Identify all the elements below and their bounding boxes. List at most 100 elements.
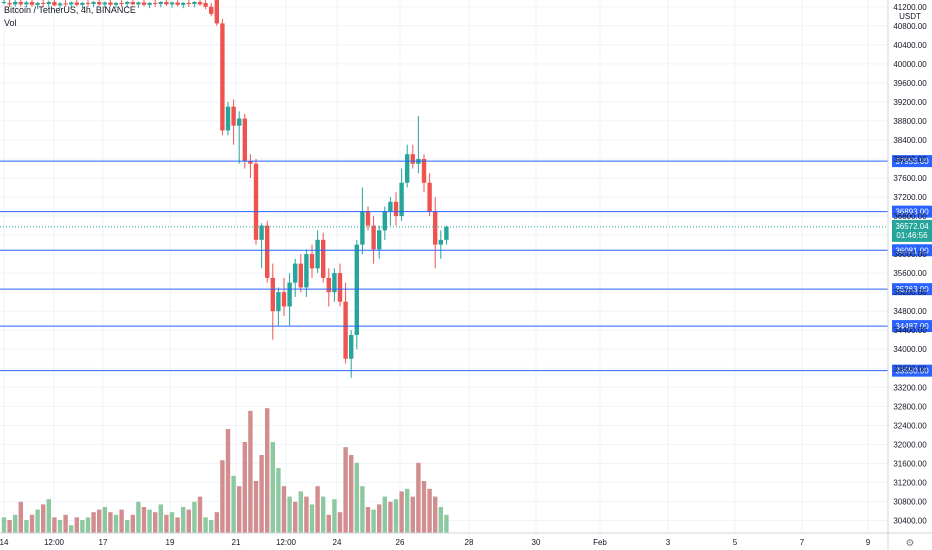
candle-body[interactable] [220,23,225,131]
candle-body[interactable] [85,2,91,4]
price-axis-tick: 38000.00 [893,155,927,164]
candle-body[interactable] [108,2,113,5]
candle-body[interactable] [410,154,415,164]
candle-body[interactable] [231,106,236,126]
price-axis-tick: 33200.00 [893,383,927,392]
candle-body[interactable] [130,2,135,5]
candle-body[interactable] [102,2,107,5]
candle-body[interactable] [293,263,298,283]
candle-body[interactable] [209,6,214,14]
price-axis-tick: 31600.00 [893,459,927,468]
volume-bar [147,509,152,533]
candle-body[interactable] [119,2,124,4]
volume-bar [91,512,96,533]
volume-bar [433,496,438,533]
candle-body[interactable] [265,225,270,278]
currency-label: USDT [899,12,921,21]
candle-body[interactable] [225,106,231,131]
candle-body[interactable] [181,2,186,5]
level-price-label: 37955.00 [895,157,929,166]
candle-body[interactable] [365,211,371,226]
candle-body[interactable] [13,2,18,5]
price-axis-tick: 41200.00 [893,3,927,12]
candle-body[interactable] [141,2,147,5]
candle-body[interactable] [175,2,180,5]
candle-body[interactable] [438,239,443,245]
candle-body[interactable] [427,182,432,212]
candle-body[interactable] [57,3,63,6]
candle-body[interactable] [35,2,40,5]
candle-body[interactable] [270,277,275,312]
candle-body[interactable] [388,201,393,212]
candle-body[interactable] [80,2,85,5]
candle-body[interactable] [237,118,242,126]
candle-body[interactable] [298,263,303,288]
candle-body[interactable] [97,2,102,5]
candle-body[interactable] [197,2,203,5]
candle-body[interactable] [405,154,410,183]
candle-body[interactable] [74,2,79,5]
candle-body[interactable] [29,2,35,5]
candle-body[interactable] [377,230,382,250]
candle-body[interactable] [309,254,315,269]
candle-body[interactable] [259,225,264,240]
candle-body[interactable] [248,161,253,164]
candle-body[interactable] [360,211,365,245]
candle-body[interactable] [321,239,326,278]
candle-body[interactable] [332,273,337,293]
candle-body[interactable] [326,277,331,293]
volume-bar [69,525,74,533]
candle-body[interactable] [1,2,7,3]
candle-body[interactable] [382,211,387,231]
candle-body[interactable] [444,226,449,240]
candle-body[interactable] [304,254,309,288]
price-axis-tick: 34000.00 [893,345,927,354]
candle-body[interactable] [24,2,29,5]
candle-body[interactable] [91,2,96,4]
candle-body[interactable] [125,2,130,4]
candle-body[interactable] [69,2,74,5]
candle-body[interactable] [315,239,320,269]
candle-body[interactable] [371,225,376,250]
candle-body[interactable] [393,201,399,217]
candle-body[interactable] [7,2,12,5]
candle-body[interactable] [113,2,119,5]
candle-body[interactable] [337,273,343,302]
candle-body[interactable] [186,2,191,4]
candle-body[interactable] [136,2,141,5]
candle-body[interactable] [203,2,208,7]
price-axis-tick: 38400.00 [893,136,927,145]
volume-bar [119,509,124,533]
candle-body[interactable] [41,2,46,4]
candle-body[interactable] [433,211,438,245]
candle-body[interactable] [354,244,359,335]
candle-body[interactable] [158,2,163,4]
candle-body[interactable] [399,182,404,217]
candle-body[interactable] [253,163,259,240]
volume-bar [220,460,225,533]
gear-icon[interactable]: ⚙ [906,538,915,549]
candle-body[interactable] [214,0,219,24]
candle-body[interactable] [63,3,68,5]
volume-bar [326,514,331,533]
candle-body[interactable] [46,2,51,4]
candle-body[interactable] [169,2,175,5]
candle-body[interactable] [276,292,281,312]
candle-body[interactable] [343,301,348,359]
candle-body[interactable] [52,2,57,6]
candle-body[interactable] [242,118,247,162]
candle-body[interactable] [147,2,152,5]
candle-body[interactable] [164,2,169,5]
candle-body[interactable] [349,334,354,359]
level-price-label: 36893.00 [895,208,929,217]
candle-body[interactable] [287,282,292,307]
candle-body[interactable] [153,2,158,4]
volume-bar [438,507,443,533]
candle-body[interactable] [281,292,287,307]
candle-body[interactable] [421,158,427,183]
time-axis-tick: 17 [99,538,108,547]
candle-body[interactable] [192,2,197,4]
candle-body[interactable] [18,2,23,5]
